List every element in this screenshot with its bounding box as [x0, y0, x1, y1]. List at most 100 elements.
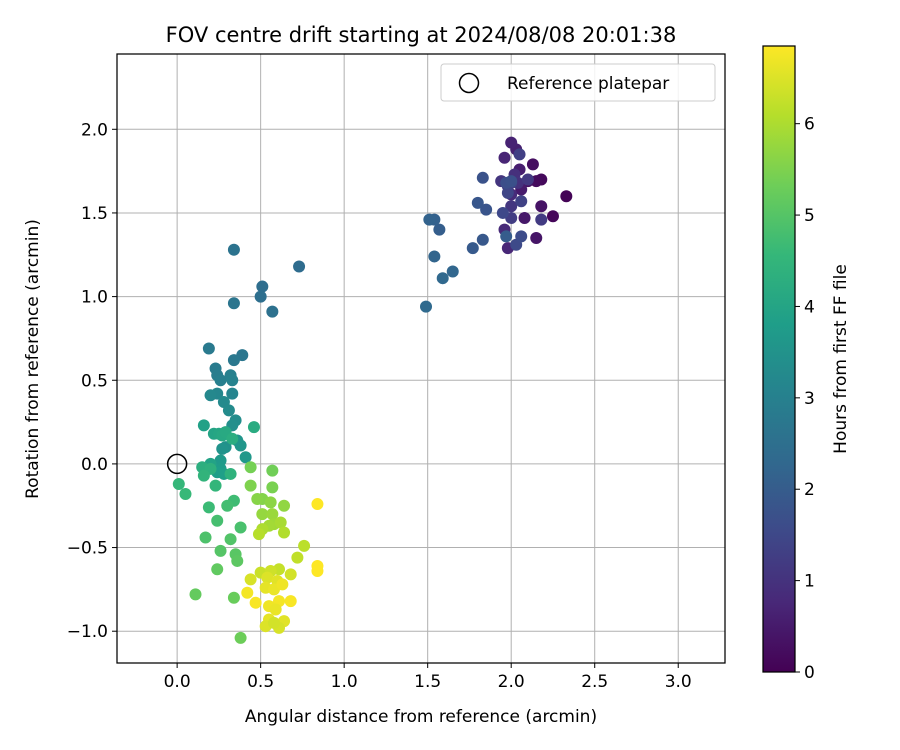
data-point	[278, 526, 291, 539]
data-point	[535, 213, 548, 226]
data-point	[256, 508, 269, 521]
colorbar-tick-label: 6	[804, 115, 815, 135]
data-point	[513, 148, 526, 161]
data-point	[202, 342, 215, 355]
y-axis-ticks: −1.0 −0.5 0.0 0.5 1.0 1.5 2.0	[67, 120, 117, 642]
data-point	[241, 586, 254, 599]
data-point	[423, 213, 436, 226]
data-point	[226, 374, 239, 387]
data-point	[266, 481, 279, 494]
legend-box	[440, 63, 716, 102]
data-point	[226, 387, 239, 400]
data-point	[216, 442, 229, 455]
data-point	[433, 223, 446, 236]
data-point	[560, 190, 573, 203]
data-point	[214, 544, 227, 557]
data-point	[291, 551, 304, 564]
data-point	[311, 564, 324, 577]
x-tick-label: 1.5	[414, 672, 441, 692]
colorbar-tick-label: 2	[804, 480, 815, 500]
data-point	[227, 297, 240, 310]
data-point	[480, 203, 493, 216]
data-point	[476, 233, 489, 246]
data-point	[498, 151, 511, 164]
data-point	[211, 514, 224, 527]
data-point	[227, 591, 240, 604]
data-point	[214, 454, 227, 467]
data-point	[266, 464, 279, 477]
data-point	[209, 479, 222, 492]
data-point	[311, 498, 324, 511]
data-point	[247, 421, 260, 434]
data-point	[428, 250, 441, 263]
colorbar-tick-label: 3	[804, 389, 815, 409]
x-tick-label: 3.0	[665, 672, 692, 692]
data-point	[197, 419, 210, 432]
data-point	[204, 389, 217, 402]
data-point	[530, 232, 543, 245]
data-point	[179, 488, 192, 501]
y-tick-label: −1.0	[67, 622, 108, 642]
data-point	[239, 451, 252, 464]
data-point	[189, 588, 202, 601]
reference-marker-layer	[166, 453, 188, 475]
data-point	[420, 300, 433, 313]
data-point	[293, 260, 306, 273]
data-point	[500, 230, 513, 243]
data-point	[264, 496, 277, 509]
data-point	[224, 533, 237, 546]
data-point	[266, 305, 279, 318]
data-point	[274, 516, 287, 529]
data-point	[476, 171, 489, 184]
data-point	[261, 571, 274, 584]
y-tick-label: 1.5	[81, 204, 108, 224]
data-point	[546, 210, 559, 223]
chart-title: FOV centre drift starting at 2024/08/08 …	[166, 23, 677, 47]
data-point	[298, 539, 311, 552]
colorbar-ticks: 0 1 2 3 4 5 6	[795, 115, 815, 683]
y-axis-label: Rotation from reference (arcmin)	[23, 219, 43, 499]
data-point	[268, 616, 281, 629]
x-tick-label: 0.0	[164, 672, 191, 692]
data-point	[199, 531, 212, 544]
data-point	[222, 404, 235, 417]
data-point	[446, 265, 459, 278]
plot-frame	[116, 53, 726, 664]
data-point	[505, 175, 518, 188]
data-point	[211, 563, 224, 576]
colorbar-tick-label: 1	[804, 572, 815, 592]
data-point	[535, 200, 548, 213]
data-point	[515, 230, 528, 243]
x-axis-label: Angular distance from reference (arcmin)	[245, 707, 597, 727]
x-tick-label: 2.5	[581, 672, 608, 692]
data-point	[252, 528, 265, 541]
colorbar: 0 1 2 3 4 5 6 Hours from first FF file	[762, 45, 851, 683]
y-tick-label: 0.5	[81, 371, 108, 391]
data-point	[276, 578, 289, 591]
data-point	[244, 479, 257, 492]
data-point	[251, 493, 264, 506]
colorbar-tick-label: 5	[804, 206, 815, 226]
colorbar-tick-label: 0	[804, 663, 815, 683]
data-point	[227, 243, 240, 256]
data-point	[231, 554, 244, 567]
data-point	[501, 186, 514, 199]
data-point	[221, 499, 234, 512]
colorbar-tick-label: 4	[804, 297, 815, 317]
data-point	[227, 354, 240, 367]
colorbar-gradient	[762, 45, 796, 673]
data-point	[284, 568, 297, 581]
data-point	[224, 467, 237, 480]
x-axis-ticks: 0.0 0.5 1.0 1.5 2.0 2.5 3.0	[164, 663, 692, 692]
data-point	[521, 173, 534, 186]
data-point	[254, 290, 267, 303]
colorbar-label: Hours from first FF file	[831, 264, 851, 454]
data-point	[278, 499, 291, 512]
data-point	[515, 195, 528, 208]
data-point	[496, 206, 509, 219]
data-point	[234, 521, 247, 534]
data-point	[214, 374, 227, 387]
y-tick-label: 1.0	[81, 288, 108, 308]
